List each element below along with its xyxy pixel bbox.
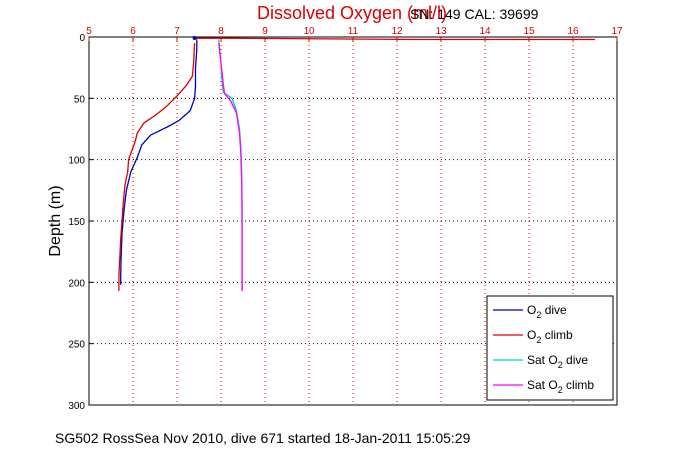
x-tick-label: 6	[130, 26, 136, 37]
chart-title: Dissolved Oxygen (ml/l)	[257, 3, 447, 23]
x-tick-label: 15	[523, 26, 535, 37]
legend: O2 dive O2 climb Sat O2 dive Sat O2 climb	[486, 295, 614, 401]
x-tick-label: 7	[174, 26, 180, 37]
y-tick-label: 150	[68, 217, 85, 228]
data-series	[118, 36, 595, 291]
y-tick-labels: 0 50 100 150 200 250 300	[68, 33, 85, 412]
y-tick-label: 50	[74, 94, 86, 105]
x-tick-label: 14	[479, 26, 491, 37]
legend-label: O2 dive	[527, 303, 567, 320]
grid-lines	[88, 36, 618, 406]
y-tick-label: 200	[68, 278, 85, 289]
surface-line	[194, 37, 595, 41]
start-marker	[192, 36, 197, 40]
x-tick-label: 12	[391, 26, 403, 37]
y-tick-label: 300	[68, 401, 85, 412]
y-tick-label: 250	[68, 340, 85, 351]
x-tick-label: 8	[218, 26, 224, 37]
x-tick-label: 13	[435, 26, 447, 37]
x-tick-label: 9	[262, 26, 268, 37]
y-tick-label: 100	[68, 156, 85, 167]
x-tick-label: 5	[86, 26, 92, 37]
legend-box	[486, 295, 614, 401]
series-line	[218, 43, 243, 291]
legend-label: Sat O2 climb	[527, 378, 594, 395]
dive-caption: SG502 RossSea Nov 2010, dive 671 started…	[55, 430, 471, 446]
series-line	[118, 43, 196, 291]
x-tick-label: 10	[303, 26, 315, 37]
x-tick-label: 11	[348, 26, 359, 37]
x-tick-label: 16	[567, 26, 579, 37]
y-axis-label: Depth (m)	[47, 185, 64, 256]
y-tick-label: 0	[79, 33, 85, 44]
x-tick-labels: 5 6 7 8 9 10 11 12 13 14 15 16 17	[86, 26, 623, 37]
legend-label: Sat O2 dive	[527, 353, 588, 370]
legend-label: O2 climb	[527, 328, 573, 345]
series-line	[120, 39, 198, 285]
serial-calibration-text: SN: 149 CAL: 39699	[410, 6, 539, 22]
x-tick-label: 17	[611, 26, 623, 37]
